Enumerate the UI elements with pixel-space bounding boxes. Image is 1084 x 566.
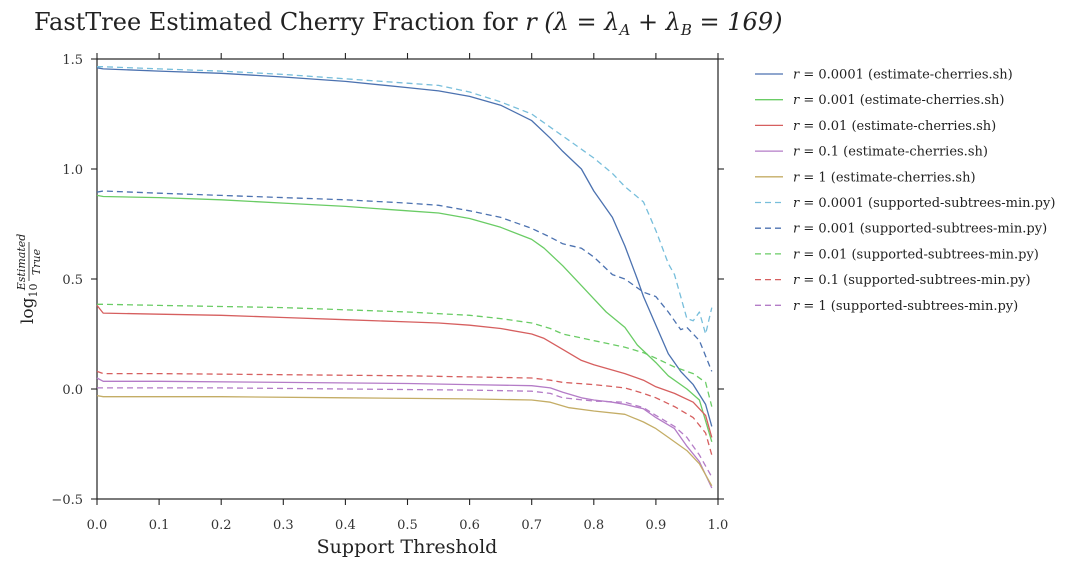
x-tick-label-10: 1.0 (708, 518, 729, 533)
x-tick-label-6: 0.6 (459, 518, 480, 533)
y-tick-label-1: 0.0 (62, 383, 83, 398)
axis-ticks (91, 53, 724, 505)
series-line-8 (96, 370, 713, 456)
series-line-0 (96, 67, 713, 427)
x-tick-label-1: 0.1 (149, 518, 170, 533)
legend-entry-2: r = 0.01 (estimate-cherries.sh) (793, 119, 996, 134)
x-tick-label-5: 0.5 (397, 518, 418, 533)
series-line-9 (97, 387, 713, 478)
y-tick-label-4: 1.5 (62, 53, 83, 68)
y-axis-label: log10 Estimated True (15, 234, 43, 324)
svg-text:log10: log10 (18, 283, 40, 324)
x-tick-label-4: 0.4 (335, 518, 356, 533)
x-tick-labels: 0.0 0.1 0.2 0.3 0.4 0.5 0.6 0.7 0.8 0.9 1.0 (87, 518, 729, 533)
y-label-denominator: True (30, 248, 43, 275)
title-end: = 169) (692, 8, 783, 36)
x-tick-label-2: 0.2 (211, 518, 232, 533)
series-layer (96, 66, 713, 489)
x-axis-label: Support Threshold (317, 536, 498, 558)
y-tick-label-2: 0.5 (62, 273, 83, 288)
y-tick-labels: −0.5 0.0 0.5 1.0 1.5 (51, 53, 83, 508)
chart-title: FastTree Estimated Cherry Fraction for r… (34, 8, 782, 39)
series-line-6 (96, 190, 713, 372)
series-line-7 (97, 303, 713, 407)
x-tick-label-9: 0.9 (646, 518, 667, 533)
legend-entry-4: r = 1 (estimate-cherries.sh) (793, 170, 976, 185)
title-sub-a: A (617, 21, 630, 39)
x-tick-label-8: 0.8 (583, 518, 604, 533)
title-mid: + λ (630, 8, 681, 36)
legend-entry-8: r = 0.1 (supported-subtrees-min.py) (793, 273, 1031, 288)
series-line-1 (96, 194, 713, 442)
title-sub-b: B (680, 21, 692, 39)
title-math: r (λ = λ (525, 8, 619, 36)
legend-entry-6: r = 0.001 (supported-subtrees-min.py) (793, 222, 1047, 237)
legend: r = 0.0001 (estimate-cherries.sh) r = 0.0… (755, 68, 1055, 314)
legend-entry-3: r = 0.1 (estimate-cherries.sh) (793, 145, 988, 160)
y-label-sub: 10 (27, 283, 40, 297)
legend-entry-7: r = 0.01 (supported-subtrees-min.py) (793, 247, 1039, 262)
series-line-4 (96, 394, 713, 487)
x-tick-label-3: 0.3 (273, 518, 294, 533)
legend-entry-1: r = 0.001 (estimate-cherries.sh) (793, 93, 1004, 108)
plot-frame (96, 58, 719, 500)
series-line-2 (96, 304, 713, 438)
y-label-numerator: Estimated (15, 234, 28, 292)
series-line-3 (96, 377, 713, 489)
legend-entry-0: r = 0.0001 (estimate-cherries.sh) (793, 68, 1013, 83)
y-label-log: log (18, 297, 38, 324)
series-line-5 (97, 66, 713, 335)
y-tick-label-3: 1.0 (62, 163, 83, 178)
legend-entry-5: r = 0.0001 (supported-subtrees-min.py) (793, 196, 1055, 211)
title-prefix: FastTree Estimated Cherry Fraction for (34, 8, 525, 36)
x-tick-label-7: 0.7 (521, 518, 542, 533)
legend-entry-9: r = 1 (supported-subtrees-min.py) (793, 299, 1018, 314)
y-tick-label-0: −0.5 (51, 493, 83, 508)
x-tick-label-0: 0.0 (87, 518, 108, 533)
